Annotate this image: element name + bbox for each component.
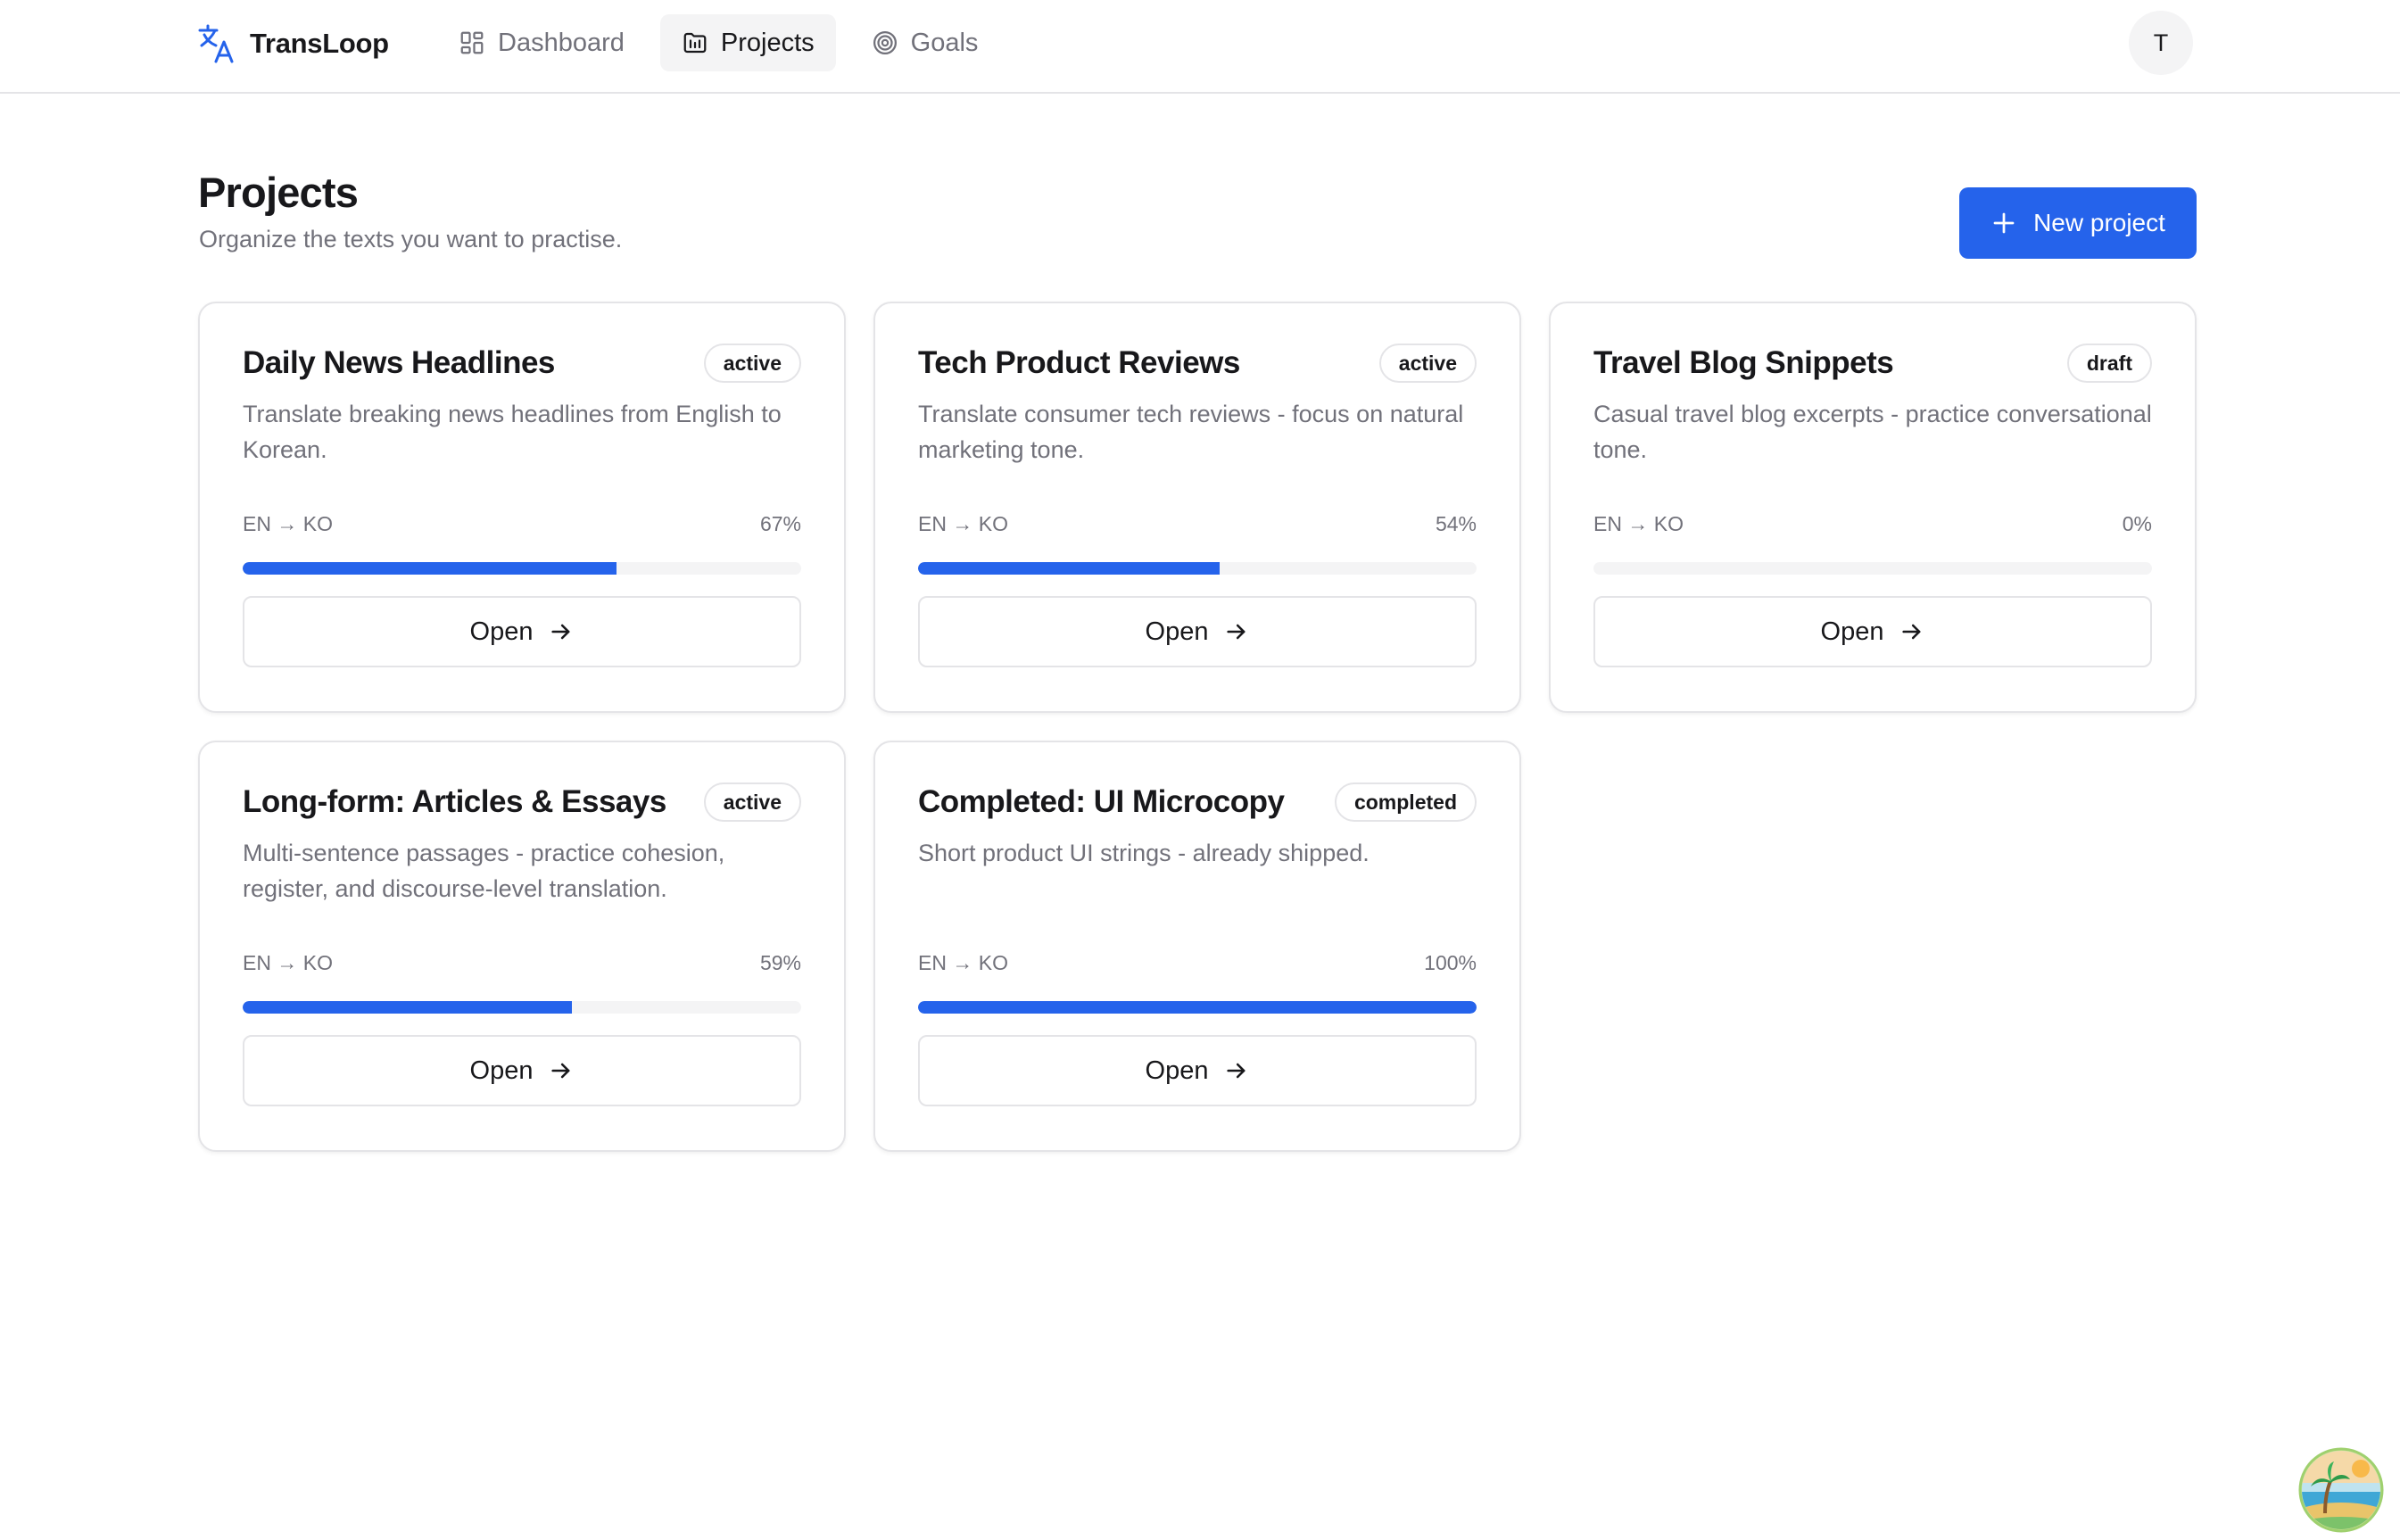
arrow-right-icon (1227, 1063, 1246, 1079)
project-title: Daily News Headlines (243, 345, 555, 380)
project-card: Tech Product Reviews active Translate co… (873, 302, 1521, 713)
open-label: Open (469, 1056, 534, 1085)
page-subtitle: Organize the texts you want to practise. (199, 226, 623, 253)
progress-bar (918, 1001, 1477, 1014)
nav-item-projects[interactable]: Projects (659, 14, 836, 71)
progress-bar (243, 562, 801, 575)
language-pair: EN → KO (243, 512, 333, 535)
open-project-button[interactable]: Open (243, 596, 801, 667)
open-project-button[interactable]: Open (243, 1035, 801, 1106)
project-title: Completed: UI Microcopy (918, 784, 1285, 819)
main-nav: Dashboard Projects Goals (437, 14, 999, 71)
project-description: Multi-sentence passages - practice cohes… (243, 840, 725, 902)
open-project-button[interactable]: Open (918, 596, 1477, 667)
nav-item-dashboard[interactable]: Dashboard (437, 14, 646, 71)
status-badge: active (703, 344, 801, 383)
project-title: Tech Product Reviews (918, 345, 1240, 380)
progress-bar (243, 1001, 801, 1014)
new-project-button[interactable]: New project (1959, 187, 2197, 259)
project-description: Translate consumer tech reviews - focus … (918, 401, 1464, 463)
progress-label: 54% (1435, 512, 1477, 535)
plus-icon (1993, 212, 2015, 234)
progress-label: 67% (759, 512, 801, 535)
app-name: TransLoop (250, 28, 389, 59)
progress-fill (918, 562, 1221, 575)
open-label: Open (1145, 617, 1209, 646)
language-pair: EN → KO (918, 951, 1008, 974)
progress-bar (918, 562, 1477, 575)
language-pair: EN → KO (243, 951, 333, 974)
project-description: Translate breaking news headlines from E… (243, 401, 782, 463)
project-card: Long-form: Articles & Essays active Mult… (198, 741, 846, 1152)
project-title: Long-form: Articles & Essays (243, 784, 666, 819)
arrow-right-icon (551, 624, 570, 640)
progress-bar (1593, 562, 2152, 575)
brand[interactable]: TransLoop (198, 21, 389, 66)
beach-widget-icon[interactable] (2298, 1447, 2384, 1533)
progress-fill (243, 562, 617, 575)
target-icon (873, 31, 897, 54)
language-pair: EN → KO (918, 512, 1008, 535)
project-card: Travel Blog Snippets draft Casual travel… (1549, 302, 2197, 713)
status-badge: active (703, 782, 801, 822)
open-label: Open (469, 617, 534, 646)
status-badge: completed (1334, 782, 1477, 822)
translate-icon (198, 24, 234, 63)
page-title: Projects (198, 169, 359, 216)
project-description: Short product UI strings - already shipp… (918, 840, 1370, 866)
project-card: Daily News Headlines active Translate br… (198, 302, 846, 713)
top-navigation-bar: TransLoop Dashboard Projects (0, 0, 2400, 94)
project-description: Casual travel blog excerpts - practice c… (1593, 401, 2152, 463)
new-project-label: New project (2033, 209, 2165, 236)
nav-item-goals[interactable]: Goals (850, 14, 1000, 71)
arrow-right-icon (1902, 624, 1921, 640)
arrow-right-icon (551, 1063, 570, 1079)
project-card: Completed: UI Microcopy completed Short … (873, 741, 1521, 1152)
project-title: Travel Blog Snippets (1593, 345, 1894, 380)
progress-label: 59% (759, 951, 801, 974)
nav-label: Projects (720, 28, 815, 57)
dashboard-icon (460, 31, 484, 54)
status-badge: draft (2066, 344, 2152, 383)
open-project-button[interactable]: Open (918, 1035, 1477, 1106)
language-pair: EN → KO (1593, 512, 1684, 535)
folder-icon (683, 32, 707, 54)
user-avatar[interactable]: T (2129, 11, 2193, 75)
progress-fill (918, 1001, 1477, 1014)
open-label: Open (1820, 617, 1884, 646)
open-project-button[interactable]: Open (1593, 596, 2152, 667)
nav-label: Goals (910, 28, 979, 57)
nav-label: Dashboard (498, 28, 625, 57)
progress-label: 100% (1424, 951, 1477, 974)
arrow-right-icon (1227, 624, 1246, 640)
status-badge: active (1378, 344, 1477, 383)
project-grid: Daily News Headlines active Translate br… (198, 302, 2197, 1152)
open-label: Open (1145, 1056, 1209, 1085)
progress-label: 0% (2122, 512, 2152, 535)
progress-fill (243, 1001, 573, 1014)
